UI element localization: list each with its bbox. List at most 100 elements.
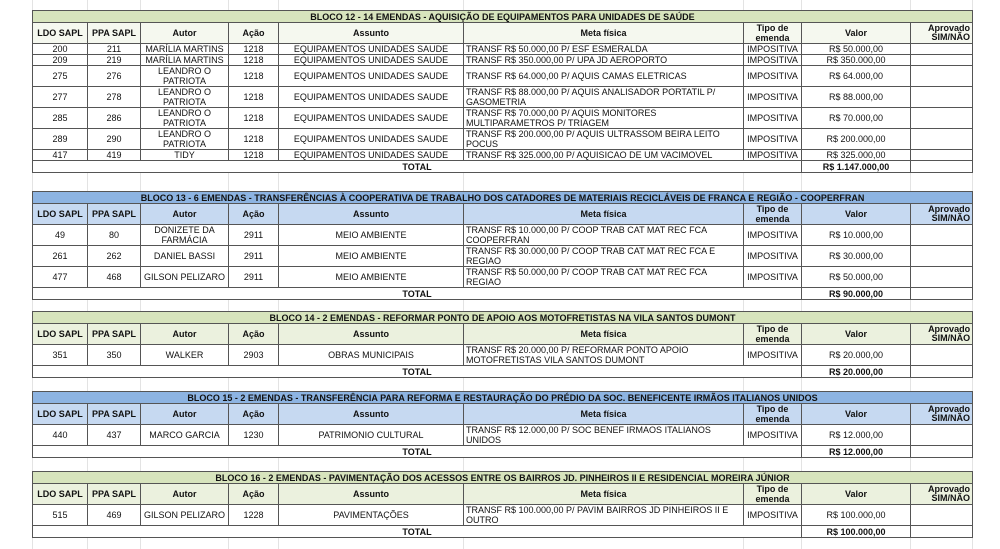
cell-acao[interactable]: 1218 [228,65,279,87]
cell-ldo-sapl[interactable]: 209 [32,54,88,66]
cell-ldo-sapl[interactable]: 277 [32,86,88,108]
cell-aprovado[interactable] [910,43,973,55]
column-header-tipo-emenda[interactable]: Tipo de emenda [743,323,802,345]
cell-acao[interactable]: 1218 [228,128,279,150]
cell-meta-fisica[interactable]: TRANSF R$ 10.000,00 P/ COOP TRAB CAT MAT… [463,224,744,246]
cell-ldo-sapl[interactable]: 49 [32,224,88,246]
cell-meta-fisica[interactable]: TRANSF R$ 325.000,00 P/ AQUISICAO DE UM … [463,149,744,161]
cell-autor[interactable]: DANIEL BASSI [140,245,229,267]
cell-acao[interactable]: 1230 [228,424,279,446]
column-header-aprovado[interactable]: Aprovado SIM/NÃO [909,483,974,505]
cell-ldo-sapl[interactable]: 477 [32,266,88,288]
total-aprovado-cell[interactable] [910,445,973,458]
column-header-aprovado[interactable]: Aprovado SIM/NÃO [910,22,973,44]
total-label[interactable]: TOTAL [32,445,802,458]
total-aprovado-cell[interactable] [909,287,974,300]
column-header-aprovado[interactable]: Aprovado SIM/NÃO [909,323,974,345]
cell-autor[interactable]: WALKER [140,344,229,366]
cell-valor[interactable]: R$ 88.000,00 [801,86,911,108]
cell-ldo-sapl[interactable]: 285 [32,107,88,129]
column-header-aprovado[interactable]: Aprovado SIM/NÃO [909,203,974,225]
column-header-aprovado[interactable]: Aprovado SIM/NÃO [910,403,973,425]
cell-meta-fisica[interactable]: TRANSF R$ 30.000,00 P/ COOP TRAB CAT MAT… [463,245,744,267]
cell-acao[interactable]: 2911 [228,224,279,246]
cell-autor[interactable]: GILSON PELIZARO [140,266,229,288]
column-header-autor[interactable]: Autor [140,323,229,345]
total-value[interactable]: R$ 1.147.000,00 [801,160,911,173]
block-title[interactable]: BLOCO 15 - 2 EMENDAS - TRANSFERÊNCIA PAR… [32,391,973,404]
cell-ppa-sapl[interactable]: 211 [87,43,141,55]
cell-ldo-sapl[interactable]: 275 [32,65,88,87]
cell-aprovado[interactable] [910,128,973,150]
cell-autor[interactable]: LEANDRO O PATRIOTA [140,65,229,87]
column-header-assunto[interactable]: Assunto [278,203,464,225]
cell-tipo-emenda[interactable]: IMPOSITIVA [743,504,802,526]
column-header-ppa-sapl[interactable]: PPA SAPL [87,483,141,505]
column-header-acao[interactable]: Ação [228,323,279,345]
total-aprovado-cell[interactable] [910,160,973,173]
cell-meta-fisica[interactable]: TRANSF R$ 100.000,00 P/ PAVIM BAIRROS JD… [463,504,744,526]
cell-ldo-sapl[interactable]: 515 [32,504,88,526]
cell-meta-fisica[interactable]: TRANSF R$ 64.000,00 P/ AQUIS CAMAS ELETR… [463,65,744,87]
cell-tipo-emenda[interactable]: IMPOSITIVA [743,266,802,288]
cell-ldo-sapl[interactable]: 200 [32,43,88,55]
cell-aprovado[interactable] [910,65,973,87]
cell-valor[interactable]: R$ 50.000,00 [801,266,911,288]
column-header-ppa-sapl[interactable]: PPA SAPL [87,22,141,44]
cell-aprovado[interactable] [909,245,974,267]
column-header-acao[interactable]: Ação [228,22,279,44]
cell-acao[interactable]: 1218 [228,107,279,129]
cell-ldo-sapl[interactable]: 261 [32,245,88,267]
cell-ppa-sapl[interactable]: 276 [87,65,141,87]
cell-aprovado[interactable] [910,54,973,66]
column-header-ppa-sapl[interactable]: PPA SAPL [87,323,141,345]
cell-valor[interactable]: R$ 200.000,00 [801,128,911,150]
column-header-valor[interactable]: Valor [801,483,911,505]
cell-ppa-sapl[interactable]: 286 [87,107,141,129]
column-header-ldo-sapl[interactable]: LDO SAPL [32,323,88,345]
cell-tipo-emenda[interactable]: IMPOSITIVA [743,65,802,87]
cell-autor[interactable]: MARÍLIA MARTINS [140,43,229,55]
column-header-meta-fisica[interactable]: Meta física [463,483,744,505]
cell-assunto[interactable]: EQUIPAMENTOS UNIDADES SAUDE [278,43,464,55]
cell-aprovado[interactable] [910,86,973,108]
cell-tipo-emenda[interactable]: IMPOSITIVA [743,344,802,366]
cell-assunto[interactable]: MEIO AMBIENTE [278,266,464,288]
column-header-ldo-sapl[interactable]: LDO SAPL [32,403,88,425]
cell-assunto[interactable]: OBRAS MUNICIPAIS [278,344,464,366]
cell-ldo-sapl[interactable]: 289 [32,128,88,150]
cell-valor[interactable]: R$ 325.000,00 [801,149,911,161]
column-header-tipo-emenda[interactable]: Tipo de emenda [743,483,802,505]
cell-assunto[interactable]: EQUIPAMENTOS UNIDADES SAUDE [278,107,464,129]
cell-meta-fisica[interactable]: TRANSF R$ 70.000,00 P/ AQUIS MONITORES M… [463,107,744,129]
column-header-autor[interactable]: Autor [140,403,229,425]
cell-valor[interactable]: R$ 20.000,00 [801,344,911,366]
cell-ppa-sapl[interactable]: 80 [87,224,141,246]
cell-acao[interactable]: 1218 [228,54,279,66]
total-label[interactable]: TOTAL [32,287,802,300]
column-header-assunto[interactable]: Assunto [278,22,464,44]
cell-assunto[interactable]: PATRIMONIO CULTURAL [278,424,464,446]
column-header-assunto[interactable]: Assunto [278,403,464,425]
column-header-assunto[interactable]: Assunto [278,323,464,345]
cell-valor[interactable]: R$ 70.000,00 [801,107,911,129]
column-header-meta-fisica[interactable]: Meta física [463,323,744,345]
cell-meta-fisica[interactable]: TRANSF R$ 50.000,00 P/ COOP TRAB CAT MAT… [463,266,744,288]
cell-ppa-sapl[interactable]: 262 [87,245,141,267]
cell-autor[interactable]: GILSON PELIZARO [140,504,229,526]
cell-assunto[interactable]: EQUIPAMENTOS UNIDADES SAUDE [278,149,464,161]
column-header-assunto[interactable]: Assunto [278,483,464,505]
total-aprovado-cell[interactable] [909,365,974,378]
cell-assunto[interactable]: MEIO AMBIENTE [278,224,464,246]
cell-ppa-sapl[interactable]: 437 [87,424,141,446]
cell-tipo-emenda[interactable]: IMPOSITIVA [743,43,802,55]
cell-valor[interactable]: R$ 30.000,00 [801,245,911,267]
cell-ldo-sapl[interactable]: 440 [32,424,88,446]
cell-aprovado[interactable] [909,344,974,366]
cell-aprovado[interactable] [910,149,973,161]
cell-ppa-sapl[interactable]: 219 [87,54,141,66]
total-label[interactable]: TOTAL [32,525,802,538]
cell-autor[interactable]: LEANDRO O PATRIOTA [140,128,229,150]
total-value[interactable]: R$ 12.000,00 [801,445,911,458]
total-value[interactable]: R$ 100.000,00 [801,525,911,538]
